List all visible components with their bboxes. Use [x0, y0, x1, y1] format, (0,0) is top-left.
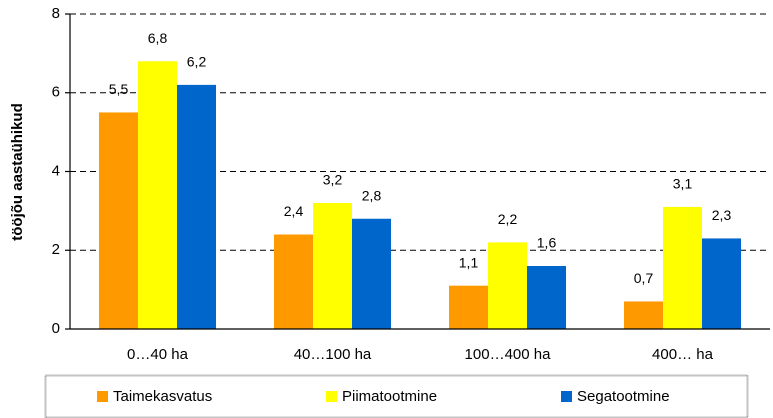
x-tick-label: 0…40 ha — [127, 346, 189, 363]
value-label: 2,8 — [362, 187, 382, 203]
value-label: 0,7 — [634, 270, 654, 286]
y-tick-label: 0 — [52, 320, 60, 337]
value-label: 3,1 — [673, 176, 693, 192]
bar — [274, 234, 313, 329]
bar — [449, 285, 488, 329]
bar — [624, 301, 663, 329]
legend-box — [44, 374, 749, 418]
x-tick-label: 100…400 ha — [465, 346, 552, 363]
value-label: 6,2 — [187, 54, 207, 70]
value-label: 3,2 — [323, 172, 343, 188]
value-label: 5,5 — [109, 81, 129, 97]
x-tick-label: 40…100 ha — [294, 346, 372, 363]
legend-label: Piimatootmine — [342, 388, 437, 405]
bar — [99, 112, 138, 329]
legend-swatch — [561, 391, 572, 402]
y-tick-label: 6 — [52, 84, 60, 101]
bar — [527, 266, 566, 329]
x-tick-label: 400… ha — [652, 346, 714, 363]
bar — [177, 84, 216, 329]
legend-label: Segatootmine — [577, 388, 670, 405]
value-label: 6,8 — [148, 30, 168, 46]
legend-swatch — [97, 391, 108, 402]
bar — [352, 218, 391, 329]
y-tick-label: 2 — [52, 241, 60, 258]
y-tick-label: 8 — [52, 5, 60, 22]
bar — [138, 61, 177, 329]
bar — [663, 206, 702, 329]
value-label: 2,4 — [284, 203, 304, 219]
bar — [702, 238, 741, 329]
legend-swatch — [326, 391, 337, 402]
legend-label: Taimekasvatus — [113, 388, 212, 405]
value-label: 1,6 — [537, 235, 557, 251]
bar — [488, 242, 527, 329]
value-label: 2,3 — [712, 207, 732, 223]
value-label: 1,1 — [459, 254, 479, 270]
bar — [313, 203, 352, 329]
y-axis-label: tööjõu aastaühikud — [9, 103, 26, 241]
y-tick-label: 4 — [52, 162, 60, 179]
value-label: 2,2 — [498, 211, 518, 227]
